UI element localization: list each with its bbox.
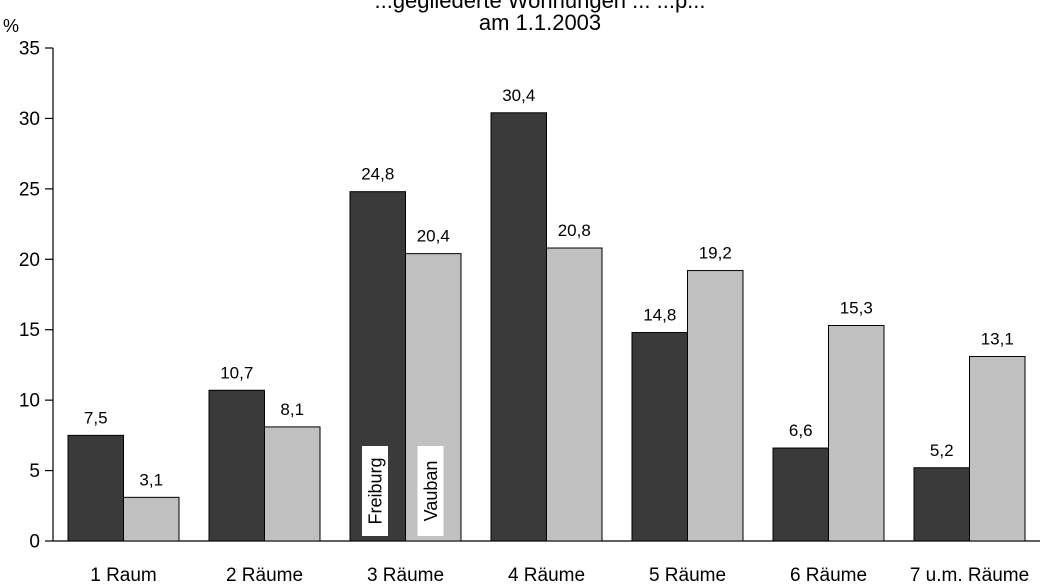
y-tick-label: 5 — [29, 461, 40, 482]
data-label: 3,1 — [139, 470, 163, 489]
y-tick-label: 0 — [29, 532, 40, 553]
series-label: Freiburg — [366, 457, 386, 524]
bar-freiburg — [67, 434, 124, 542]
data-label: 6,6 — [789, 421, 813, 440]
x-category-label: 5 Räume — [649, 565, 726, 586]
bar-vauban — [546, 247, 603, 542]
x-category-label: 7 u.m. Räume — [910, 565, 1029, 586]
x-category-label: 4 Räume — [508, 565, 585, 586]
bar-freiburg — [772, 447, 829, 542]
data-label: 10,7 — [220, 363, 253, 382]
bar-vauban — [123, 496, 180, 542]
data-label: 8,1 — [280, 400, 304, 419]
series-label: Vauban — [421, 461, 441, 522]
data-label: 30,4 — [502, 86, 535, 105]
chart-title-line: am 1.1.2003 — [479, 10, 601, 35]
x-category-label: 2 Räume — [226, 565, 303, 586]
bar-vauban — [969, 355, 1026, 542]
y-tick-label: 25 — [19, 179, 40, 200]
bar-freiburg — [490, 112, 547, 542]
bars — [67, 112, 1026, 542]
y-tick-label: 30 — [19, 109, 40, 130]
data-label: 7,5 — [84, 408, 108, 427]
bar-vauban — [828, 324, 885, 542]
bar-freiburg — [913, 467, 970, 542]
y-tick-label: 35 — [19, 39, 40, 60]
data-label: 13,1 — [981, 329, 1014, 348]
y-axis-ticks: 0 5 10 15 20 25 30 35 — [19, 39, 53, 553]
y-tick-label: 15 — [19, 320, 40, 341]
data-label: 19,2 — [699, 244, 732, 263]
chart-title: ...gegliederte Wohnungen ... ...p... am … — [374, 0, 705, 35]
bar-vauban — [264, 426, 321, 542]
x-axis-category-labels: 1 Raum 2 Räume 3 Räume 4 Räume 5 Räume 6 Räum… — [90, 565, 1029, 586]
chart-title-partial-line: ...gegliederte Wohnungen ... ...p... — [374, 0, 705, 13]
x-category-label: 6 Räume — [790, 565, 867, 586]
y-axis-unit-label: % — [3, 16, 19, 36]
x-category-label: 3 Räume — [367, 565, 444, 586]
y-tick-label: 10 — [19, 391, 40, 412]
series-label-box — [362, 446, 388, 536]
series-label-box — [417, 446, 444, 536]
y-tick-label: 20 — [19, 250, 40, 271]
data-label: 24,8 — [361, 165, 394, 184]
data-label: 20,8 — [558, 221, 591, 240]
data-label: 20,4 — [417, 227, 450, 246]
data-label: 5,2 — [930, 441, 954, 460]
series-labels: Freiburg Vauban — [362, 446, 444, 536]
bar-freiburg — [208, 389, 265, 542]
x-category-label: 1 Raum — [90, 565, 157, 586]
data-labels: 7,5 10,7 24,8 30,4 14,8 6,6 5,2 3,1 8,1 20,4 20,8 1… — [84, 86, 1014, 490]
bar-freiburg — [631, 332, 688, 542]
bar-vauban — [687, 270, 744, 542]
data-label: 15,3 — [840, 298, 873, 317]
data-label: 14,8 — [643, 306, 676, 325]
